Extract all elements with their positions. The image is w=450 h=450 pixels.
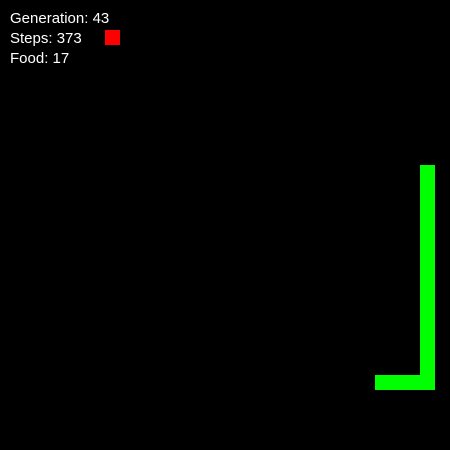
food-label: Food [10,50,53,67]
steps-counter: Steps373 [10,30,82,48]
snake-body-segment [375,375,435,390]
food-pellet [105,30,120,45]
generation-value: 43 [92,10,110,27]
generation-counter: Generation43 [10,10,109,28]
food-counter: Food17 [10,50,69,68]
generation-label: Generation [10,10,93,27]
snake-body-segment [420,165,435,390]
steps-value: 373 [56,30,82,47]
steps-label: Steps [10,30,57,47]
food-value: 17 [52,50,70,67]
